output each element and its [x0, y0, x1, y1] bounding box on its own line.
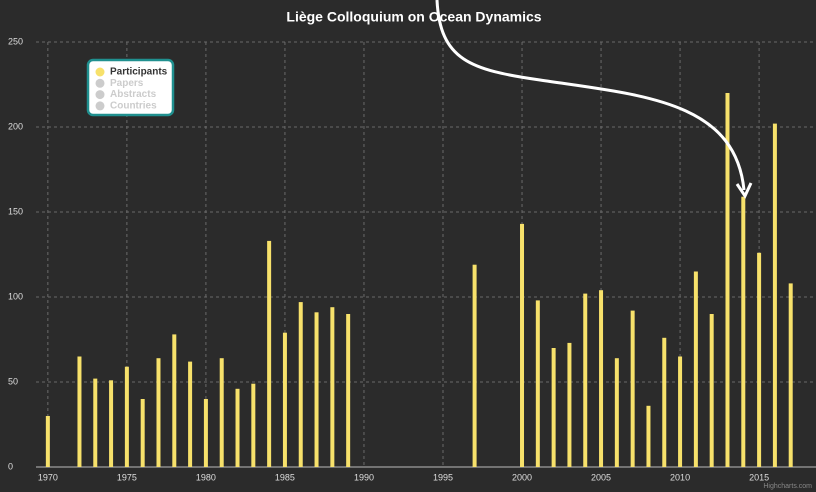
- bar: [725, 93, 730, 467]
- legend-label: Countries: [110, 101, 157, 112]
- x-tick-label: 2005: [591, 472, 611, 482]
- x-tick-label: 2000: [512, 472, 532, 482]
- bar: [599, 290, 604, 467]
- bar: [772, 123, 777, 467]
- bar: [346, 314, 351, 467]
- bar: [172, 334, 177, 467]
- bar: [583, 293, 588, 467]
- bar: [630, 310, 635, 467]
- bar: [472, 264, 477, 467]
- bar: [251, 383, 256, 467]
- bar: [298, 302, 303, 467]
- bar: [203, 399, 208, 467]
- x-tick-label: 1990: [354, 472, 374, 482]
- legend-label: Papers: [110, 78, 144, 89]
- bar: [567, 342, 572, 467]
- bar: [140, 399, 145, 467]
- bar: [124, 366, 129, 467]
- bar: [678, 356, 683, 467]
- bar: [693, 271, 698, 467]
- bar: [188, 361, 193, 467]
- bar: [282, 332, 287, 467]
- legend-box: [86, 58, 175, 117]
- x-tick-label: 2015: [749, 472, 769, 482]
- legend-label: Participants: [110, 67, 168, 78]
- x-tick-label: 1970: [38, 472, 58, 482]
- bar: [757, 252, 762, 467]
- bar: [93, 378, 98, 467]
- y-tick-label: 150: [8, 206, 23, 216]
- legend-marker: [95, 90, 105, 100]
- bar: [314, 312, 319, 467]
- bar: [77, 356, 82, 467]
- bar: [741, 196, 746, 467]
- y-tick-label: 0: [8, 461, 13, 471]
- bar: [646, 405, 651, 467]
- bar: [45, 416, 50, 467]
- x-tick-label: 1975: [117, 472, 137, 482]
- arrow-head: [735, 182, 753, 200]
- bar: [709, 314, 714, 467]
- x-tick-label: 1985: [275, 472, 295, 482]
- bar: [535, 300, 540, 467]
- bar: [235, 388, 240, 467]
- legend-label: Abstracts: [110, 89, 157, 100]
- chart-title: Liège Colloquium on Ocean Dynamics: [286, 9, 541, 25]
- bar: [788, 283, 793, 467]
- y-tick-label: 250: [8, 36, 23, 46]
- bar: [109, 380, 114, 467]
- bar: [219, 358, 224, 467]
- y-tick-label: 200: [8, 121, 23, 131]
- bars: [45, 93, 793, 467]
- bar: [267, 240, 272, 467]
- bar: [551, 348, 556, 467]
- x-tick-label: 1995: [433, 472, 453, 482]
- annotation-arrow: [435, 0, 746, 191]
- x-tick-label: 2010: [670, 472, 690, 482]
- bar: [662, 337, 667, 467]
- y-tick-label: 50: [8, 376, 18, 386]
- bar: [330, 307, 335, 467]
- legend-marker: [95, 67, 105, 77]
- x-tick-label: 1980: [196, 472, 216, 482]
- bar: [614, 358, 619, 467]
- legend-marker: [95, 78, 105, 88]
- bar: [156, 358, 161, 467]
- y-tick-label: 100: [8, 291, 23, 301]
- legend-marker: [95, 101, 105, 111]
- credits: Highcharts.com: [763, 483, 812, 490]
- bar: [520, 223, 525, 467]
